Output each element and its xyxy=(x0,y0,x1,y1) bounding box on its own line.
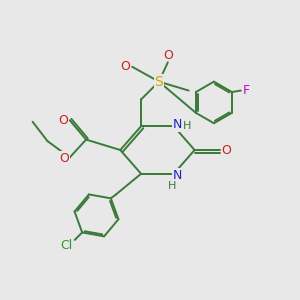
Text: O: O xyxy=(121,60,130,73)
Text: O: O xyxy=(221,143,231,157)
Text: S: S xyxy=(154,75,163,88)
Text: O: O xyxy=(59,152,69,164)
Text: H: H xyxy=(183,121,191,130)
Text: O: O xyxy=(163,49,173,62)
Text: N: N xyxy=(173,169,182,182)
Text: N: N xyxy=(173,118,182,131)
Text: H: H xyxy=(168,181,176,191)
Text: O: O xyxy=(58,114,68,127)
Text: F: F xyxy=(243,84,250,97)
Text: Cl: Cl xyxy=(61,239,73,252)
